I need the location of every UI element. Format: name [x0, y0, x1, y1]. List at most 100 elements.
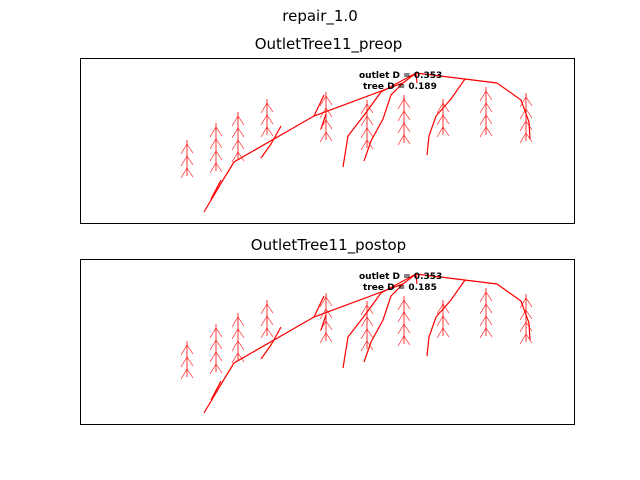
- vessel-twig: [442, 102, 450, 113]
- panel-title-preop: OutletTree11_preop: [254, 35, 403, 53]
- vessel-twig: [525, 333, 533, 344]
- vessel-twig: [442, 327, 450, 338]
- vessel-twig: [360, 304, 368, 316]
- vessel-twig: [231, 340, 239, 352]
- vessel-twig: [397, 311, 405, 323]
- vessel-twig: [479, 102, 487, 114]
- vessel-twig: [186, 368, 194, 379]
- vessel-twig: [209, 339, 217, 351]
- vessel-twig: [215, 339, 223, 350]
- panel-title-postop: OutletTree11_postop: [250, 236, 407, 254]
- vessel-twig: [436, 126, 444, 138]
- vessel-twig: [485, 303, 493, 314]
- vessel-branch: [415, 273, 418, 285]
- vessel-twig: [266, 327, 274, 338]
- vessel-twig: [231, 352, 239, 364]
- vessel-branch: [260, 125, 282, 159]
- vessel-twig: [209, 150, 217, 162]
- vessel-twig: [186, 143, 194, 154]
- vessel-twig: [479, 90, 487, 102]
- vessel-twig: [325, 308, 333, 319]
- vessel-twig: [260, 126, 268, 138]
- vessel-twig: [360, 115, 368, 127]
- vessel-twig: [209, 363, 217, 375]
- vessel-branch: [313, 94, 325, 117]
- vessel-twig: [260, 303, 268, 315]
- figure-title: repair_1.0: [282, 7, 358, 25]
- vessel-twig: [260, 102, 268, 114]
- vessel-twig: [436, 102, 444, 114]
- vessel-twig: [403, 299, 411, 310]
- vessel-twig: [186, 344, 194, 355]
- vessel-twig: [180, 155, 188, 167]
- vessel-twig: [186, 356, 194, 367]
- vessel-twig: [180, 344, 188, 356]
- vessel-twig: [325, 95, 333, 106]
- vessel-twig: [237, 139, 245, 150]
- vessel-twig: [397, 323, 405, 335]
- vessel-twig: [209, 126, 217, 138]
- vessel-branch: [363, 283, 404, 363]
- vessel-twig: [231, 115, 239, 127]
- vessel-twig: [485, 327, 493, 338]
- vessel-twig: [215, 162, 223, 173]
- vessel-twig: [237, 127, 245, 138]
- vessel-branch: [210, 380, 222, 401]
- vessel-twig: [403, 122, 411, 133]
- vessel-twig: [325, 119, 333, 130]
- vessel-twig: [237, 340, 245, 351]
- vessel-twig: [325, 107, 333, 118]
- vessel-twig: [266, 126, 274, 137]
- vessel-twig: [319, 95, 327, 107]
- tree-diameter-label: tree D = 0.185: [363, 283, 437, 293]
- vessel-branch: [415, 273, 531, 341]
- vessel-branch: [363, 82, 404, 162]
- vessel-twig: [366, 103, 374, 114]
- vessel-twig: [360, 328, 368, 340]
- vessel-twig: [519, 309, 527, 321]
- vessel-twig: [403, 134, 411, 145]
- vessel-twig: [360, 127, 368, 139]
- vessel-twig: [485, 102, 493, 113]
- vessel-twig: [397, 335, 405, 347]
- vessel-twig: [442, 303, 450, 314]
- vessel-twig: [231, 127, 239, 139]
- vessel-twig: [442, 114, 450, 125]
- vessel-twig: [403, 311, 411, 322]
- vessel-twig: [325, 296, 333, 307]
- vessel-twig: [442, 315, 450, 326]
- vessel-twig: [215, 126, 223, 137]
- vessel-twig: [209, 351, 217, 363]
- vessel-twig: [186, 167, 194, 178]
- vessel-branch: [415, 72, 418, 84]
- vessel-twig: [319, 296, 327, 308]
- vessel-twig: [485, 315, 493, 326]
- vessel-twig: [360, 316, 368, 328]
- vessel-twig: [366, 115, 374, 126]
- vessel-branch: [260, 326, 282, 360]
- vessel-twig: [215, 150, 223, 161]
- vessel-twig: [260, 114, 268, 126]
- vessel-twig: [215, 351, 223, 362]
- vessel-twig: [519, 108, 527, 120]
- outlet-diameter-label: outlet D = 0.353: [359, 71, 443, 81]
- vessel-twig: [397, 122, 405, 134]
- vessel-twig: [479, 327, 487, 339]
- vessel-twig: [519, 132, 527, 144]
- vessel-twig: [180, 356, 188, 368]
- vessel-twig: [237, 352, 245, 363]
- vessel-twig: [360, 139, 368, 151]
- vessel-twig: [525, 108, 533, 119]
- vessel-twig: [231, 316, 239, 328]
- vessel-twig: [436, 114, 444, 126]
- vessel-twig: [397, 110, 405, 122]
- vessel-twig: [397, 98, 405, 110]
- vessel-twig: [215, 138, 223, 149]
- vessel-twig: [231, 151, 239, 163]
- vessel-twig: [366, 316, 374, 327]
- vessel-twig: [366, 304, 374, 315]
- vessel-twig: [325, 320, 333, 331]
- vessel-twig: [360, 340, 368, 352]
- vessel-twig: [519, 297, 527, 309]
- vessel-twig: [519, 321, 527, 333]
